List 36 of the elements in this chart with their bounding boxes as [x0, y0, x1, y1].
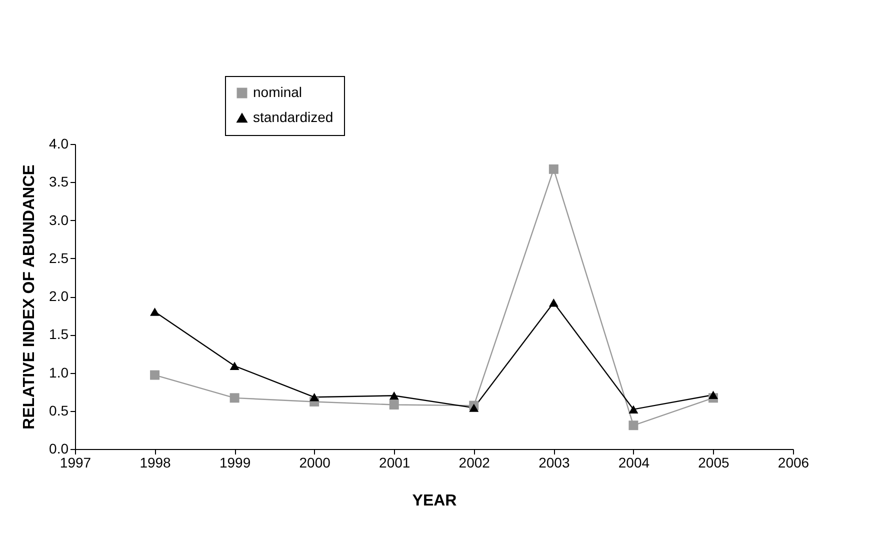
- y-tick-label: 3.5: [49, 174, 69, 190]
- point: [230, 362, 240, 370]
- point: [150, 308, 160, 316]
- point: [310, 393, 320, 402]
- y-tick-label: 1.5: [49, 326, 69, 342]
- point: [628, 405, 638, 414]
- x-tick-label: 2006: [778, 454, 810, 470]
- x-axis-title: YEAR: [412, 492, 458, 510]
- x-tick-label: 2003: [538, 454, 570, 470]
- y-tick-label: 0.0: [49, 440, 69, 456]
- point: [548, 164, 558, 174]
- x-tick-label: 1998: [140, 454, 172, 470]
- point: [389, 392, 399, 400]
- point: [389, 400, 399, 410]
- point: [150, 370, 160, 380]
- x-tick-label: 2002: [458, 454, 490, 470]
- x-tick-label: 2000: [299, 454, 331, 470]
- point: [628, 420, 638, 430]
- point: [708, 390, 718, 399]
- y-tick-label: 2.0: [49, 288, 69, 304]
- point: [469, 404, 479, 412]
- y-tick-label: 2.5: [49, 250, 69, 266]
- y-tick-label: 4.0: [49, 136, 69, 152]
- y-tick-label: 0.5: [49, 402, 69, 418]
- y-tick-label: 3.0: [49, 212, 69, 228]
- x-tick-label: 2004: [618, 454, 650, 470]
- x-tick-label: 2001: [379, 454, 410, 470]
- point: [548, 298, 558, 307]
- x-tick-label: 2005: [698, 454, 730, 470]
- x-tick-label: 1999: [219, 454, 251, 470]
- y-tick-label: 1.0: [49, 364, 69, 380]
- legend-label: nominal: [253, 84, 302, 100]
- y-axis-title: RELATIVE INDEX OF ABUNDANCE: [21, 164, 38, 430]
- point: [230, 393, 240, 403]
- x-tick-label: 1997: [60, 454, 92, 470]
- legend-label: standardized: [253, 109, 334, 125]
